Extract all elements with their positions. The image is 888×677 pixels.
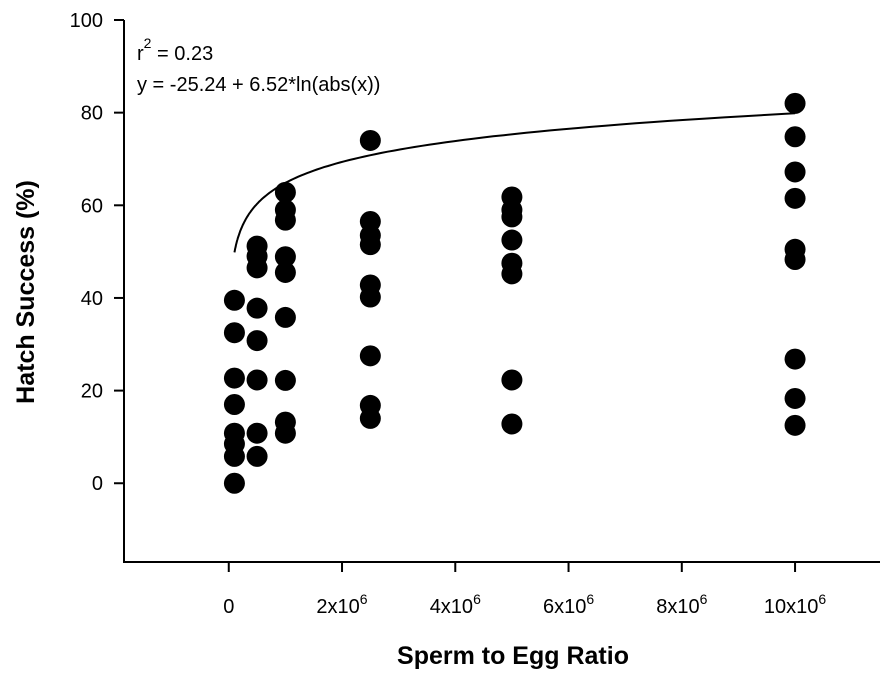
- data-point: [246, 257, 268, 279]
- x-tick-label-exponent: 6: [586, 591, 594, 607]
- data-point: [784, 387, 806, 409]
- y-tick-label: 0: [92, 473, 103, 495]
- data-points: [223, 92, 806, 494]
- data-point: [246, 330, 268, 352]
- r-squared-symbol: r: [137, 43, 144, 65]
- data-point: [246, 297, 268, 319]
- y-ticks: 0 20 40 60 80 100: [70, 10, 124, 495]
- x-tick-label-exponent: 6: [818, 591, 826, 607]
- data-point: [223, 367, 245, 389]
- x-tick-label: 4x106: [430, 591, 481, 618]
- x-ticks: 0 2x106 4x106 6x106 8x106 10x106: [223, 562, 826, 618]
- r-squared-exponent: 2: [144, 35, 152, 51]
- y-tick-label: 60: [81, 195, 103, 217]
- data-point: [784, 92, 806, 114]
- data-point: [501, 229, 523, 251]
- data-point: [274, 422, 296, 444]
- data-point: [784, 126, 806, 148]
- x-axis-title: Sperm to Egg Ratio: [397, 642, 629, 670]
- data-point: [359, 234, 381, 256]
- y-tick-label: 80: [81, 103, 103, 125]
- data-point: [274, 369, 296, 391]
- x-tick-label-exponent: 6: [473, 591, 481, 607]
- data-point: [223, 289, 245, 311]
- data-point: [501, 263, 523, 285]
- data-point: [274, 261, 296, 283]
- data-point: [501, 206, 523, 228]
- x-tick-label-base: 4x10: [430, 596, 473, 618]
- data-point: [784, 187, 806, 209]
- data-point: [784, 161, 806, 183]
- x-tick-label-exponent: 6: [360, 591, 368, 607]
- data-point: [784, 248, 806, 270]
- y-tick-label: 100: [70, 10, 103, 32]
- data-point: [246, 445, 268, 467]
- x-tick-label-base: 2x10: [316, 596, 359, 618]
- data-point: [246, 369, 268, 391]
- x-tick-label-base: 0: [223, 596, 234, 618]
- data-point: [274, 181, 296, 203]
- x-tick-label-base: 8x10: [656, 596, 699, 618]
- r-squared-annotation: r2 = 0.23: [137, 35, 213, 65]
- x-tick-label: 6x106: [543, 591, 594, 618]
- data-point: [223, 322, 245, 344]
- data-point: [784, 414, 806, 436]
- data-point: [359, 345, 381, 367]
- x-tick-label: 10x106: [764, 591, 827, 618]
- data-point: [246, 422, 268, 444]
- data-point: [223, 445, 245, 467]
- r-squared-value: = 0.23: [151, 43, 213, 65]
- data-point: [359, 407, 381, 429]
- data-point: [359, 286, 381, 308]
- x-tick-label-exponent: 6: [700, 591, 708, 607]
- x-tick-label-base: 10x10: [764, 596, 819, 618]
- regression-equation: y = -25.24 + 6.52*ln(abs(x)): [137, 74, 380, 96]
- data-point: [223, 393, 245, 415]
- data-point: [274, 246, 296, 268]
- y-tick-label: 40: [81, 288, 103, 310]
- y-tick-label: 20: [81, 381, 103, 403]
- x-tick-label: 0: [223, 596, 234, 618]
- data-point: [274, 209, 296, 231]
- x-tick-label: 2x106: [316, 591, 367, 618]
- data-point: [784, 348, 806, 370]
- data-point: [501, 369, 523, 391]
- data-point: [274, 306, 296, 328]
- data-point: [359, 129, 381, 151]
- y-axis-title: Hatch Success (%): [12, 180, 40, 404]
- data-point: [223, 472, 245, 494]
- x-tick-label-base: 6x10: [543, 596, 586, 618]
- x-tick-label: 8x106: [656, 591, 707, 618]
- data-point: [501, 413, 523, 435]
